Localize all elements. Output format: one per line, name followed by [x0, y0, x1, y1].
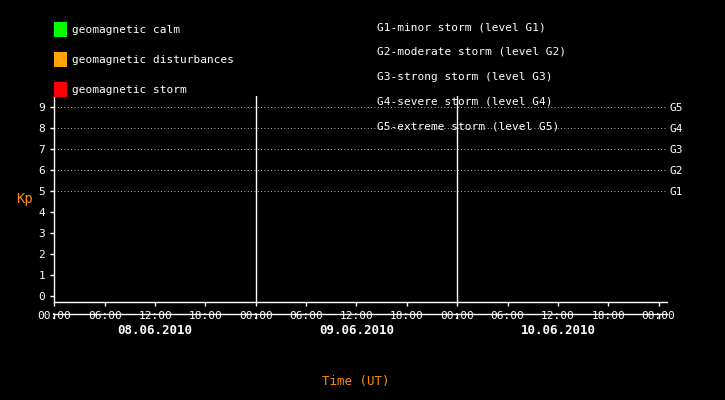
- Text: G2-moderate storm (level G2): G2-moderate storm (level G2): [377, 47, 566, 57]
- Text: G1-minor storm (level G1): G1-minor storm (level G1): [377, 22, 546, 32]
- Y-axis label: Kp: Kp: [17, 192, 33, 206]
- Text: G4-severe storm (level G4): G4-severe storm (level G4): [377, 96, 552, 106]
- Text: Time (UT): Time (UT): [321, 375, 389, 388]
- Text: G3-strong storm (level G3): G3-strong storm (level G3): [377, 72, 552, 82]
- Text: geomagnetic storm: geomagnetic storm: [72, 85, 187, 95]
- Text: geomagnetic calm: geomagnetic calm: [72, 25, 181, 35]
- Text: geomagnetic disturbances: geomagnetic disturbances: [72, 55, 234, 65]
- Text: 09.06.2010: 09.06.2010: [319, 324, 394, 336]
- Text: 10.06.2010: 10.06.2010: [521, 324, 595, 336]
- Text: 08.06.2010: 08.06.2010: [117, 324, 193, 336]
- Text: G5-extreme storm (level G5): G5-extreme storm (level G5): [377, 121, 559, 131]
